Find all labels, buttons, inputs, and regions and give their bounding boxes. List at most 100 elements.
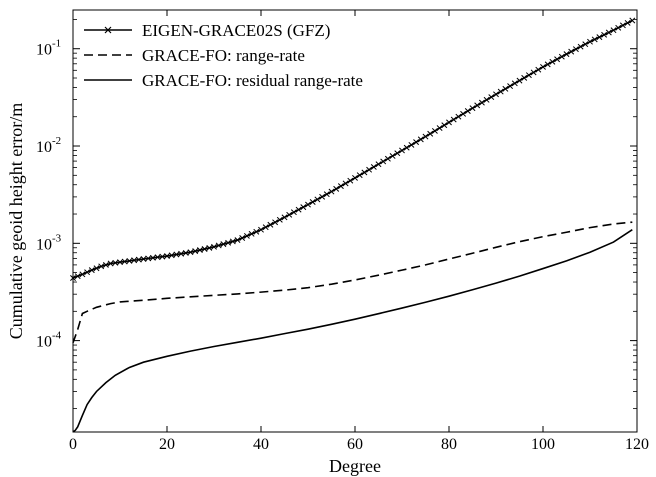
- y-tick-label: 10-4: [36, 330, 62, 351]
- data-point-eigen-grace02s-gfz: [234, 237, 241, 244]
- data-point-eigen-grace02s-gfz: [587, 38, 593, 45]
- data-point-eigen-grace02s-gfz: [384, 155, 391, 162]
- data-point-eigen-grace02s-gfz: [511, 80, 518, 87]
- legend-label-grace-fo-residual-range-rate: GRACE-FO: residual range-rate: [142, 71, 363, 90]
- x-tick-label: 60: [347, 436, 363, 453]
- data-point-eigen-grace02s-gfz: [417, 136, 424, 143]
- legend-marker-eigen-grace02s-gfz: [104, 26, 112, 34]
- x-tick-label: 0: [69, 436, 77, 453]
- data-point-eigen-grace02s-gfz: [455, 113, 462, 120]
- data-point-eigen-grace02s-gfz: [319, 193, 326, 200]
- data-point-eigen-grace02s-gfz: [399, 147, 405, 154]
- data-point-eigen-grace02s-gfz: [281, 214, 288, 221]
- data-point-eigen-grace02s-gfz: [70, 275, 76, 281]
- data-point-eigen-grace02s-gfz: [215, 242, 222, 249]
- data-point-eigen-grace02s-gfz: [135, 256, 142, 263]
- data-point-eigen-grace02s-gfz: [295, 206, 302, 213]
- data-point-eigen-grace02s-gfz: [102, 261, 109, 268]
- data-point-eigen-grace02s-gfz: [225, 239, 232, 246]
- data-point-eigen-grace02s-gfz: [145, 255, 152, 262]
- data-point-eigen-grace02s-gfz: [601, 31, 608, 38]
- legend: EIGEN-GRACE02S (GFZ) GRACE-FO: range-rate…: [84, 21, 363, 90]
- data-point-eigen-grace02s-gfz: [253, 228, 260, 235]
- data-point-eigen-grace02s-gfz: [356, 172, 363, 179]
- series-line-grace-fo-range-rate: [72, 221, 633, 344]
- data-point-eigen-grace02s-gfz: [521, 74, 528, 81]
- data-point-eigen-grace02s-gfz: [192, 248, 199, 255]
- series-layer: [70, 17, 636, 433]
- data-point-eigen-grace02s-gfz: [582, 41, 589, 48]
- data-point-eigen-grace02s-gfz: [488, 94, 495, 101]
- data-point-eigen-grace02s-gfz: [126, 257, 133, 264]
- data-point-eigen-grace02s-gfz: [173, 251, 180, 258]
- data-point-eigen-grace02s-gfz: [563, 51, 570, 58]
- data-point-eigen-grace02s-gfz: [558, 53, 565, 60]
- data-point-eigen-grace02s-gfz: [464, 108, 471, 114]
- data-point-eigen-grace02s-gfz: [544, 61, 551, 68]
- data-point-eigen-grace02s-gfz: [431, 127, 438, 134]
- legend-label-grace-fo-range-rate: GRACE-FO: range-rate: [142, 46, 305, 65]
- data-point-eigen-grace02s-gfz: [436, 125, 443, 132]
- data-point-eigen-grace02s-gfz: [98, 263, 105, 270]
- data-point-eigen-grace02s-gfz: [248, 230, 255, 237]
- data-point-eigen-grace02s-gfz: [352, 174, 358, 181]
- data-point-eigen-grace02s-gfz: [84, 269, 91, 276]
- y-axis-title: Cumulative geoid height error/m: [6, 103, 26, 339]
- data-point-eigen-grace02s-gfz: [140, 256, 147, 262]
- data-point-eigen-grace02s-gfz: [389, 153, 396, 159]
- data-point-eigen-grace02s-gfz: [370, 164, 377, 170]
- data-point-eigen-grace02s-gfz: [262, 224, 269, 231]
- x-tick-label: 80: [441, 436, 457, 453]
- data-point-eigen-grace02s-gfz: [507, 83, 514, 90]
- y-tick-label: 10-1: [36, 38, 61, 59]
- data-point-eigen-grace02s-gfz: [568, 48, 575, 55]
- series-line-grace-fo-residual-range-rate: [72, 229, 633, 433]
- data-point-eigen-grace02s-gfz: [427, 130, 434, 137]
- data-point-eigen-grace02s-gfz: [483, 96, 490, 103]
- data-point-eigen-grace02s-gfz: [149, 254, 156, 261]
- axes: 0 20 40 60 80 100 120 10-4 10-3 10-2 10-1: [36, 9, 649, 453]
- data-point-eigen-grace02s-gfz: [196, 247, 203, 254]
- data-point-eigen-grace02s-gfz: [168, 252, 175, 259]
- data-point-eigen-grace02s-gfz: [380, 158, 387, 165]
- data-point-eigen-grace02s-gfz: [178, 250, 185, 257]
- data-point-eigen-grace02s-gfz: [201, 246, 208, 252]
- data-point-eigen-grace02s-gfz: [619, 22, 626, 29]
- data-point-eigen-grace02s-gfz: [276, 216, 283, 223]
- data-point-eigen-grace02s-gfz: [460, 110, 467, 117]
- data-point-eigen-grace02s-gfz: [366, 166, 373, 173]
- data-point-eigen-grace02s-gfz: [540, 63, 546, 70]
- data-point-eigen-grace02s-gfz: [478, 99, 485, 106]
- data-point-eigen-grace02s-gfz: [154, 254, 161, 261]
- x-tick-label: 20: [159, 436, 175, 453]
- data-point-eigen-grace02s-gfz: [408, 141, 415, 148]
- data-point-eigen-grace02s-gfz: [258, 226, 264, 233]
- data-point-eigen-grace02s-gfz: [629, 17, 636, 24]
- data-point-eigen-grace02s-gfz: [347, 177, 354, 184]
- data-point-eigen-grace02s-gfz: [290, 209, 297, 216]
- data-point-eigen-grace02s-gfz: [314, 196, 321, 203]
- data-point-eigen-grace02s-gfz: [446, 119, 452, 126]
- data-point-eigen-grace02s-gfz: [441, 122, 448, 129]
- data-point-eigen-grace02s-gfz: [323, 191, 330, 198]
- data-point-eigen-grace02s-gfz: [497, 88, 504, 95]
- data-point-eigen-grace02s-gfz: [74, 273, 81, 280]
- y-tick-label: 10-3: [36, 232, 62, 253]
- data-point-eigen-grace02s-gfz: [535, 66, 542, 73]
- x-axis-title: Degree: [329, 456, 381, 476]
- legend-label-eigen-grace02s-gfz: EIGEN-GRACE02S (GFZ): [142, 21, 330, 40]
- data-point-eigen-grace02s-gfz: [206, 244, 213, 251]
- data-point-eigen-grace02s-gfz: [549, 58, 556, 65]
- data-point-eigen-grace02s-gfz: [239, 235, 246, 241]
- data-point-eigen-grace02s-gfz: [333, 185, 340, 192]
- data-point-eigen-grace02s-gfz: [525, 72, 532, 79]
- x-tick-label: 40: [253, 436, 269, 453]
- data-point-eigen-grace02s-gfz: [516, 77, 523, 84]
- data-point-eigen-grace02s-gfz: [502, 85, 509, 92]
- data-point-eigen-grace02s-gfz: [79, 271, 86, 278]
- data-point-eigen-grace02s-gfz: [220, 241, 227, 248]
- data-point-eigen-grace02s-gfz: [107, 260, 114, 267]
- data-point-eigen-grace02s-gfz: [309, 199, 316, 205]
- data-point-eigen-grace02s-gfz: [300, 204, 307, 211]
